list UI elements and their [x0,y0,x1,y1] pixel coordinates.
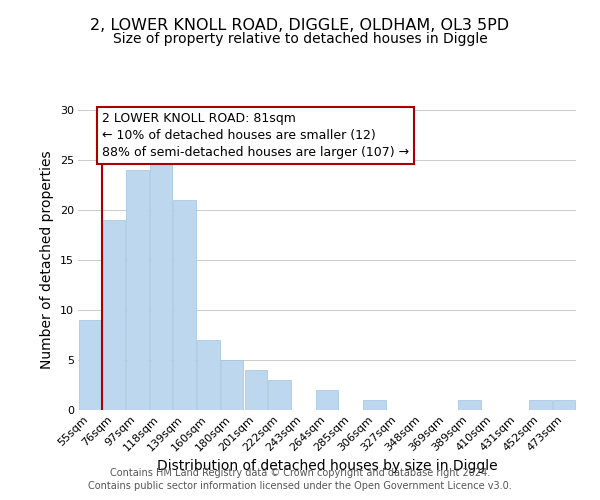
Bar [79,320,101,410]
X-axis label: Distribution of detached houses by size in Diggle: Distribution of detached houses by size … [157,458,497,472]
Bar [150,160,172,410]
Text: 2 LOWER KNOLL ROAD: 81sqm
← 10% of detached houses are smaller (12)
88% of semi-: 2 LOWER KNOLL ROAD: 81sqm ← 10% of detac… [102,112,409,159]
Text: Contains public sector information licensed under the Open Government Licence v3: Contains public sector information licen… [88,481,512,491]
Bar [363,400,386,410]
Bar [197,340,220,410]
Y-axis label: Number of detached properties: Number of detached properties [40,150,54,370]
Bar [126,170,149,410]
Bar [529,400,551,410]
Bar [458,400,481,410]
Bar [103,220,125,410]
Text: Size of property relative to detached houses in Diggle: Size of property relative to detached ho… [113,32,487,46]
Text: 2, LOWER KNOLL ROAD, DIGGLE, OLDHAM, OL3 5PD: 2, LOWER KNOLL ROAD, DIGGLE, OLDHAM, OL3… [91,18,509,32]
Text: Contains HM Land Registry data © Crown copyright and database right 2024.: Contains HM Land Registry data © Crown c… [110,468,490,477]
Bar [245,370,267,410]
Bar [268,380,291,410]
Bar [316,390,338,410]
Bar [173,200,196,410]
Bar [553,400,575,410]
Bar [221,360,244,410]
